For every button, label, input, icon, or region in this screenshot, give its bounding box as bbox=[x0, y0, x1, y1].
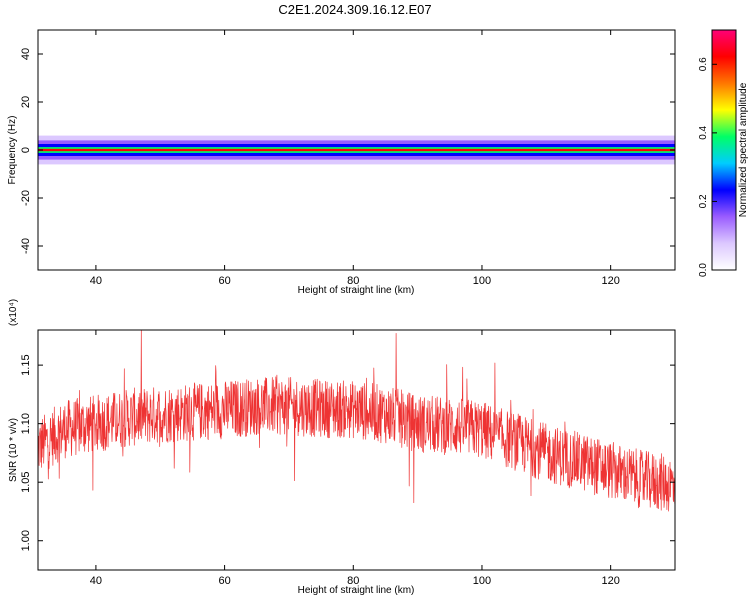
colorbar-tick-label: 0.2 bbox=[698, 194, 709, 208]
spectrogram-xtick-label: 120 bbox=[601, 275, 619, 287]
spectrogram-band-4 bbox=[38, 148, 675, 152]
spectrogram-xtick-label: 60 bbox=[218, 275, 230, 287]
spectrogram-xtick-label: 40 bbox=[90, 275, 102, 287]
spectrogram-frame bbox=[37, 29, 676, 271]
snr-xtick-label: 40 bbox=[90, 575, 102, 587]
snr-series-line bbox=[38, 330, 675, 512]
spectrogram-bands bbox=[38, 135, 675, 165]
spectrogram-ytick-label: 40 bbox=[20, 48, 32, 60]
spectrogram-ytick-label: 20 bbox=[20, 96, 32, 108]
snr-panel: 40 60 80 100 120 1.00 1.05 1.10 1.15 Height of s… bbox=[8, 299, 676, 596]
spectrogram-xtick-label: 100 bbox=[473, 275, 491, 287]
snr-ylabel: SNR (10 * v/v) bbox=[8, 418, 19, 482]
colorbar-tick-label: 0.0 bbox=[698, 263, 709, 277]
colorbar-label: Normalized spectral amplitude bbox=[738, 82, 749, 217]
spectrogram-ylabel: Frequency (Hz) bbox=[7, 116, 18, 185]
spectrogram-xtick-label: 80 bbox=[347, 275, 359, 287]
spectrogram-ticks: 40 60 80 100 120 40 20 0 -20 -40 bbox=[20, 30, 675, 287]
spectrogram-ytick-label: 0 bbox=[20, 147, 32, 153]
figure-title: C2E1.2024.309.16.12.E07 bbox=[278, 2, 431, 17]
spectrogram-ytick-label: -40 bbox=[20, 238, 32, 254]
snr-xlabel: Height of straight line (km) bbox=[298, 585, 415, 596]
snr-xtick-label: 60 bbox=[218, 575, 230, 587]
snr-ytick-label: 1.05 bbox=[20, 471, 32, 492]
spectrogram-xlabel: Height of straight line (km) bbox=[298, 285, 415, 296]
snr-ticks: 40 60 80 100 120 1.00 1.05 1.10 1.15 bbox=[20, 330, 675, 587]
snr-xtick-label: 80 bbox=[347, 575, 359, 587]
snr-ytick-label: 1.00 bbox=[20, 530, 32, 551]
snr-ytick-label: 1.10 bbox=[20, 413, 32, 434]
spectrogram-panel: 40 60 80 100 120 40 20 0 -20 -40 Height of straig… bbox=[7, 29, 676, 296]
spectrogram-ytick-label: -20 bbox=[20, 190, 32, 206]
snr-scale-label: (x10⁴) bbox=[8, 299, 19, 326]
snr-xtick-label: 100 bbox=[473, 575, 491, 587]
colorbar-strip bbox=[711, 29, 737, 271]
snr-frame bbox=[37, 329, 676, 571]
colorbar-tick-label: 0.4 bbox=[698, 125, 709, 139]
colorbar-ticks: 0.0 0.2 0.4 0.6 bbox=[698, 57, 717, 277]
snr-ytick-label: 1.15 bbox=[20, 354, 32, 375]
snr-xtick-label: 120 bbox=[601, 575, 619, 587]
colorbar: 0.0 0.2 0.4 0.6 Normalized spectral amplitu… bbox=[698, 29, 749, 277]
colorbar-tick-label: 0.6 bbox=[698, 57, 709, 71]
